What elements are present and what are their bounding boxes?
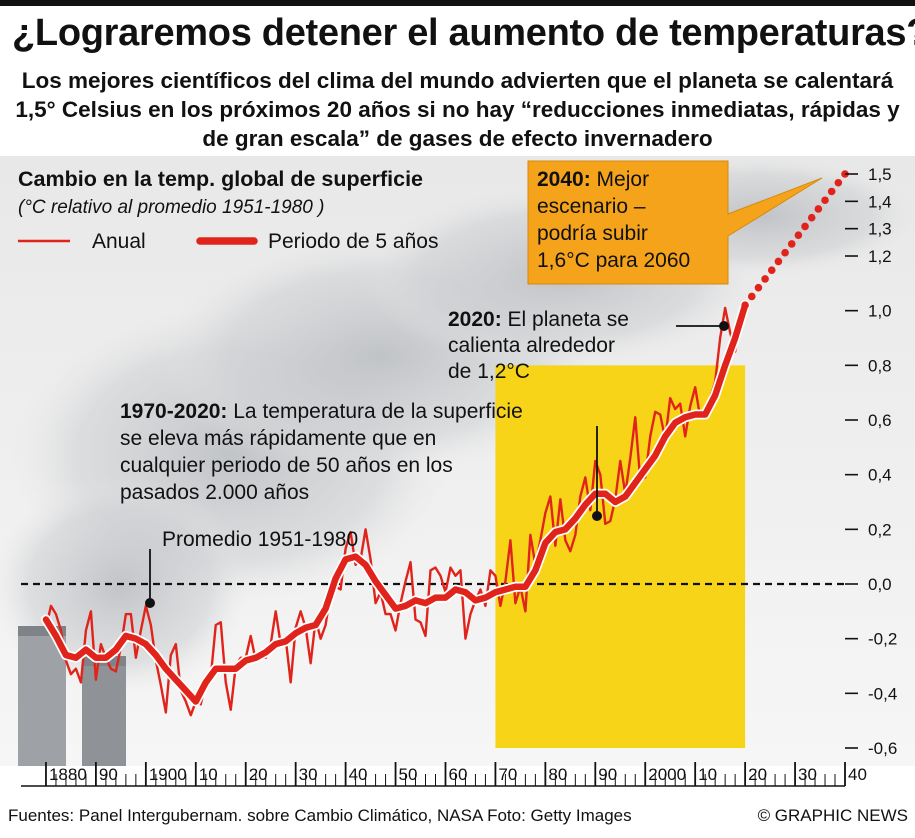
x-tick-label: 30 <box>798 765 817 784</box>
y-tick-label: -0,6 <box>868 739 897 758</box>
x-tick-label: 40 <box>349 765 368 784</box>
annotation-1970-2020-text-bold: 1970-2020: <box>120 400 227 423</box>
projection-dot <box>827 187 836 196</box>
annual-series-line <box>44 304 747 717</box>
page-subtitle: Los mejores científicos del clima del mu… <box>15 68 900 151</box>
y-tick-label: 1,3 <box>868 220 892 239</box>
legend-annual-label: Anual <box>92 230 146 253</box>
annotation-1970-2020-text-line: cualquier periodo de 50 años en los <box>120 454 453 477</box>
callout-2040-text-line: 2040: Mejor <box>537 168 649 191</box>
x-tick-label: 90 <box>99 765 118 784</box>
y-tick-label: 0,0 <box>868 575 892 594</box>
x-tick-label: 50 <box>399 765 418 784</box>
annotation-1970-2020-text-line: se eleva más rápidamente que en <box>120 427 436 450</box>
x-tick-label: 10 <box>199 765 218 784</box>
annotation-2020-text-line: 2020: El planeta se <box>448 308 629 331</box>
y-tick-label: 1,4 <box>868 192 892 211</box>
sources-note: Fuentes: Panel Intergubernam. sobre Camb… <box>8 806 632 825</box>
x-tick-label: 80 <box>548 765 567 784</box>
callout-2040-text: 2040: Mejor escenario – podría subir 1,6°C … <box>537 168 690 272</box>
callout-2040-box <box>527 160 823 285</box>
projection-dot <box>814 205 823 213</box>
projection-dot <box>761 275 769 283</box>
callout-2040-text-line: 1,6°C para 2060 <box>537 249 690 272</box>
x-tick-label: 90 <box>598 765 617 784</box>
legend-five-year-label: Periodo de 5 años <box>268 230 438 253</box>
projection-dot <box>794 231 803 240</box>
annotation-1970-2020-text-line: pasados 2.000 años <box>120 481 309 504</box>
x-tick-label: 40 <box>848 765 867 784</box>
annotation-average-text: Promedio 1951-1980 <box>162 528 358 551</box>
projection-dot <box>781 248 789 257</box>
chart-title: Cambio en la temp. global de superficie <box>18 167 423 191</box>
projection-dot <box>741 301 749 309</box>
annotation-average-text-line: Promedio 1951-1980 <box>162 528 358 551</box>
projection-dot <box>801 222 809 231</box>
annotation-average-dot <box>145 598 155 608</box>
callout-2040-text-bold: 2040: <box>537 168 591 191</box>
projection-dot <box>787 240 796 248</box>
x-tick-label: 1880 <box>49 765 87 784</box>
projection-dot <box>821 196 829 205</box>
x-tick-label: 70 <box>498 765 517 784</box>
y-tick-label: -0,4 <box>868 684 897 703</box>
x-tick-label: 20 <box>748 765 767 784</box>
annotation-2020-text-line: de 1,2°C <box>448 360 530 383</box>
x-tick-label: 2000 <box>648 765 686 784</box>
top-rule <box>0 0 915 6</box>
y-tick-label: 0,4 <box>868 466 892 485</box>
projection-dot <box>807 213 816 222</box>
y-tick-label: 1,0 <box>868 302 892 321</box>
five-year-series-line <box>42 301 749 705</box>
copyright-credit: © GRAPHIC NEWS <box>757 806 908 825</box>
page-title: ¿Lograremos detener el aumento de temper… <box>12 12 915 54</box>
projection-dot <box>774 257 783 266</box>
annotation-1970-2020-text-line: 1970-2020: La temperatura de la superfic… <box>120 400 523 423</box>
projection-dot <box>747 292 756 301</box>
y-tick-label: 1,5 <box>868 165 892 184</box>
annotation-1970-2020-dot <box>592 511 602 521</box>
temperature-chart: 2040: Mejor escenario – podría subir 1,6°C … <box>0 156 915 787</box>
y-tick-label: 0,2 <box>868 520 892 539</box>
x-tick-label: 20 <box>249 765 268 784</box>
y-tick-label: 0,8 <box>868 356 892 375</box>
y-tick-label: -0,2 <box>868 630 897 649</box>
annotation-1970-2020-text: 1970-2020: La temperatura de la superfic… <box>120 400 523 504</box>
y-tick-label: 0,6 <box>868 411 892 430</box>
annotation-2020-dot <box>719 321 729 331</box>
x-tick-label: 60 <box>448 765 467 784</box>
y-tick-label: 1,2 <box>868 247 892 266</box>
annotation-2020-text-line: calienta alrededor <box>448 334 615 357</box>
callout-2040-text-line: podría subir <box>537 222 648 245</box>
projection-dot <box>834 178 843 187</box>
callout-2040-text-line: escenario – <box>537 195 646 218</box>
annotation-2020-text: 2020: El planeta se calienta alrededor de … <box>448 308 629 383</box>
projection-dot <box>754 283 763 292</box>
x-tick-label: 30 <box>299 765 318 784</box>
projection-dot <box>767 266 776 275</box>
footer: Fuentes: Panel Intergubernam. sobre Camb… <box>8 804 908 830</box>
x-tick-label: 10 <box>698 765 717 784</box>
x-tick-label: 1900 <box>149 765 187 784</box>
chart-subtitle: (°C relativo al promedio 1951-1980 ) <box>18 197 324 218</box>
annotation-2020-text-bold: 2020: <box>448 308 502 331</box>
